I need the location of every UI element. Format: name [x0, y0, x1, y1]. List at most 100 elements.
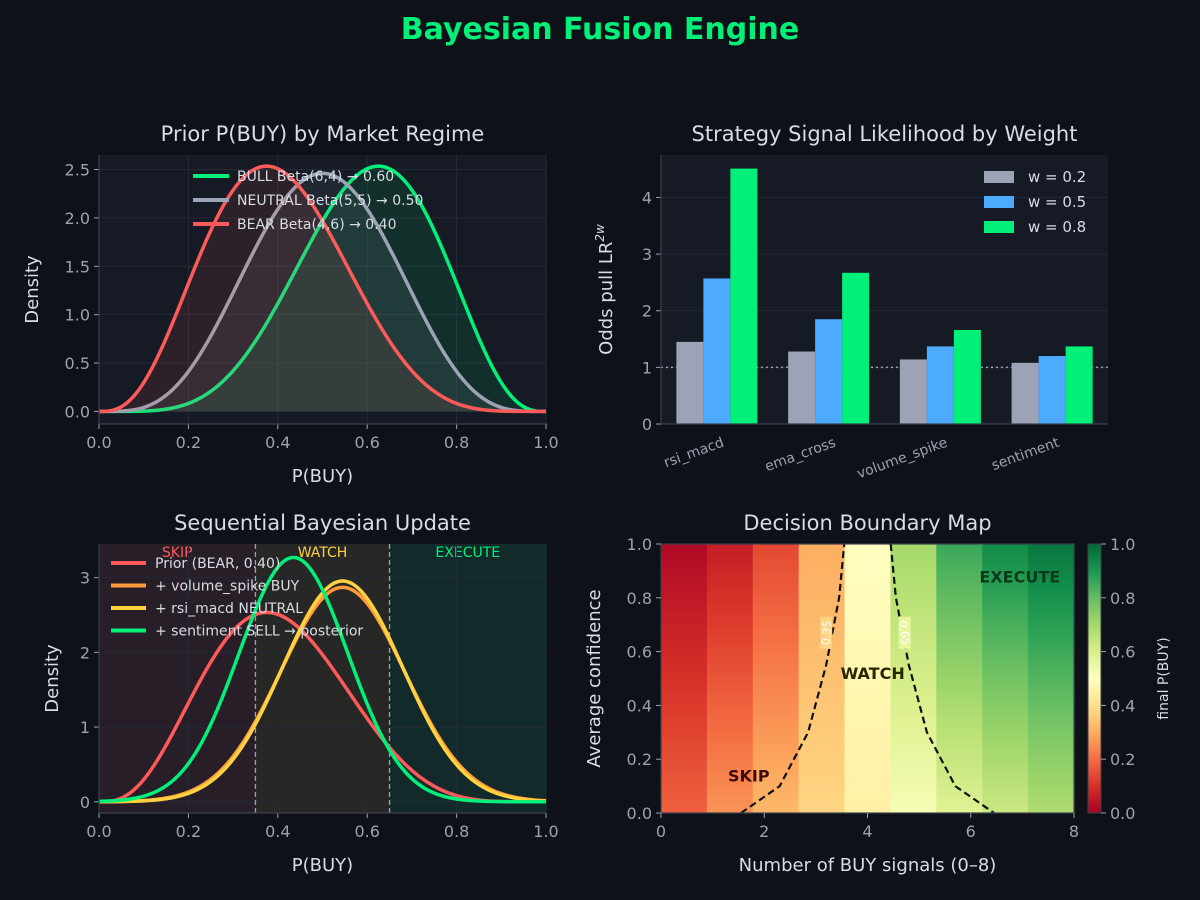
contour-1: [889, 543, 995, 814]
y-tick-label: 2.5: [65, 161, 90, 180]
colorbar-tick-label: 0.2: [1110, 750, 1135, 769]
y-tick-label: 2.0: [65, 209, 90, 228]
bar-sentiment-0: [1011, 362, 1039, 424]
density-fill-1: [99, 173, 546, 412]
bar-rsi_macd-2: [730, 168, 758, 424]
category-label: sentiment: [990, 435, 1062, 474]
y-tick-label: 3: [80, 569, 90, 588]
legend-entry: Prior (BEAR, 0.40): [155, 556, 280, 572]
zone-label: SKIP: [162, 545, 193, 561]
category-label: rsi_macd: [662, 435, 726, 471]
y-tick-label: 3: [642, 245, 652, 264]
y-tick-label: 0: [80, 793, 90, 812]
x-tick-label: 0.2: [176, 433, 201, 452]
bar-ema_cross-2: [842, 272, 870, 424]
colorbar-label: final P(BUY): [1156, 637, 1172, 719]
heatmap-column-0: [661, 544, 708, 813]
bar-sentiment-2: [1065, 346, 1093, 424]
y-tick-label: 0.5: [65, 354, 90, 373]
chart-decision: Decision Boundary Map 0.35 0.65 SKIP WATCH EX…: [584, 511, 1172, 876]
density-fill-0: [99, 166, 546, 412]
region-annotation: SKIP: [728, 766, 770, 785]
y-tick-label: 0.8: [627, 589, 652, 608]
contour-label-bg: [898, 616, 911, 649]
contour-label: 0.65: [896, 620, 912, 646]
colorbar-tick-label: 0.4: [1110, 696, 1135, 715]
y-tick-label: 2: [80, 643, 90, 662]
y-tick-label: 1: [642, 358, 652, 377]
x-tick-label: 0.8: [444, 822, 469, 841]
bar-ema_cross-1: [815, 319, 843, 424]
legend-entry: + rsi_macd NEUTRAL: [155, 601, 303, 617]
x-tick-label: 0.6: [354, 433, 379, 452]
density-line-1: [99, 171, 546, 414]
contour-label-bg: [820, 616, 833, 649]
legend-swatch: [984, 196, 1014, 208]
chart-title: Decision Boundary Map: [743, 511, 991, 535]
x-axis-label: P(BUY): [292, 466, 353, 487]
heatmap-column-4: [844, 544, 892, 813]
legend-entry: w = 0.2: [1028, 168, 1086, 186]
y-tick-label: 4: [642, 188, 652, 207]
x-tick-label: 0.2: [176, 822, 201, 841]
chart-prior: Prior P(BUY) by Market Regime 0.0 0.2 0.4 0.…: [22, 122, 559, 487]
legend-entry: BULL Beta(6,4) → 0.60: [237, 169, 394, 185]
bar-sentiment-1: [1038, 356, 1066, 424]
category-label: volume_spike: [855, 435, 950, 483]
chart-title: Prior P(BUY) by Market Regime: [161, 122, 485, 146]
y-tick-label: 1.0: [65, 306, 90, 325]
x-tick-label: 4: [862, 822, 872, 841]
legend-swatch: [984, 171, 1014, 183]
x-tick-label: 0.0: [86, 433, 111, 452]
heatmap-column-7: [982, 544, 1029, 813]
legend-entry: w = 0.5: [1028, 193, 1086, 211]
bar-volume_spike-0: [899, 359, 927, 424]
colorbar-tick-label: 0.6: [1110, 643, 1135, 662]
y-axis-label: Average confidence: [584, 589, 605, 767]
density-fill-2: [99, 166, 546, 412]
bar-rsi_macd-1: [703, 278, 731, 424]
legend: Prior (BEAR, 0.40) + volume_spike BUY + rs…: [111, 556, 363, 640]
zone-execute: [389, 544, 546, 813]
legend: w = 0.2 w = 0.5 w = 0.8: [984, 168, 1086, 236]
colorbar: [1087, 543, 1102, 814]
heatmap-column-8: [1028, 544, 1075, 813]
colorbar-tick-label: 0.8: [1110, 589, 1135, 608]
x-tick-label: 2: [759, 822, 769, 841]
y-tick-label: 0.6: [627, 643, 652, 662]
y-tick-label: 0.0: [65, 402, 90, 421]
legend-entry: NEUTRAL Beta(5,5) → 0.50: [237, 193, 423, 209]
plot-area: [99, 155, 546, 424]
contour-label: 0.35: [819, 620, 834, 645]
x-tick-label: 0.6: [354, 822, 379, 841]
legend-entry: BEAR Beta(4,6) → 0.40: [237, 217, 396, 233]
y-tick-label: 0.2: [627, 750, 652, 769]
x-tick-label: 8: [1069, 822, 1079, 841]
chart-sequential: Sequential Bayesian Update SKIP WATCH EXECU…: [42, 511, 559, 876]
x-tick-label: 1.0: [533, 822, 558, 841]
colorbar-tick-label: 0.0: [1110, 804, 1135, 823]
legend-swatch: [984, 221, 1014, 233]
y-tick-label: 0.4: [627, 696, 652, 715]
x-tick-label: 0: [656, 822, 666, 841]
legend: BULL Beta(6,4) → 0.60 NEUTRAL Beta(5,5) →…: [193, 169, 423, 233]
chart-title: Sequential Bayesian Update: [174, 511, 471, 535]
x-tick-label: 1.0: [533, 433, 558, 452]
colorbar-tick-label: 1.0: [1110, 535, 1135, 554]
region-annotation: WATCH: [841, 664, 905, 683]
density-line-2: [99, 164, 546, 414]
chart-likelihood: Strategy Signal Likelihood by Weight 0 1 2 3…: [593, 122, 1108, 482]
legend-entry: + volume_spike BUY: [155, 579, 300, 595]
legend-entry: w = 0.8: [1028, 218, 1086, 236]
y-tick-label: 0.0: [627, 804, 652, 823]
zone-label: WATCH: [298, 545, 348, 561]
region-annotation: EXECUTE: [979, 567, 1060, 586]
y-tick-label: 1: [80, 718, 90, 737]
heatmap-column-5: [890, 544, 937, 813]
heatmap-column-6: [936, 544, 983, 813]
x-tick-label: 0.8: [444, 433, 469, 452]
x-axis-label: Number of BUY signals (0–8): [739, 855, 997, 876]
x-tick-label: 0.0: [86, 822, 111, 841]
y-tick-label: 2: [642, 302, 652, 321]
